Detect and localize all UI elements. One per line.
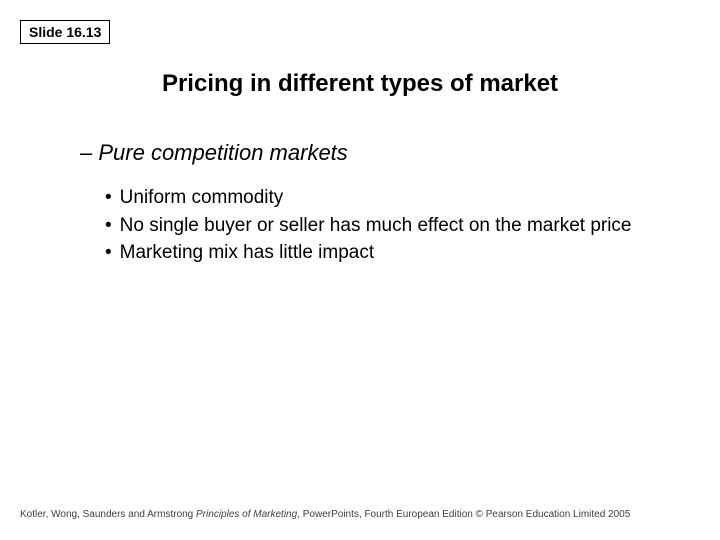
footer-citation: Kotler, Wong, Saunders and Armstrong Pri… xyxy=(20,509,700,520)
bullet-list: • Uniform commodity • No single buyer or… xyxy=(105,185,660,268)
bullet-item: • No single buyer or seller has much eff… xyxy=(105,213,660,239)
bullet-marker: • xyxy=(105,240,112,266)
bullet-text: Marketing mix has little impact xyxy=(120,240,660,266)
bullet-marker: • xyxy=(105,213,112,239)
subtitle-text: Pure competition markets xyxy=(98,140,347,165)
bullet-marker: • xyxy=(105,185,112,211)
bullet-text: No single buyer or seller has much effec… xyxy=(120,213,660,239)
slide-title: Pricing in different types of market xyxy=(0,70,720,98)
footer-book-title: Principles of Marketing xyxy=(196,509,297,520)
bullet-item: • Uniform commodity xyxy=(105,185,660,211)
footer-rest: , PowerPoints, Fourth European Edition ©… xyxy=(297,509,630,520)
bullet-text: Uniform commodity xyxy=(120,185,660,211)
footer-authors: Kotler, Wong, Saunders and Armstrong xyxy=(20,509,196,520)
bullet-item: • Marketing mix has little impact xyxy=(105,240,660,266)
slide-number-label: Slide 16.13 xyxy=(20,20,110,44)
subtitle-dash: – xyxy=(80,140,98,165)
slide-subtitle: – Pure competition markets xyxy=(80,140,348,166)
